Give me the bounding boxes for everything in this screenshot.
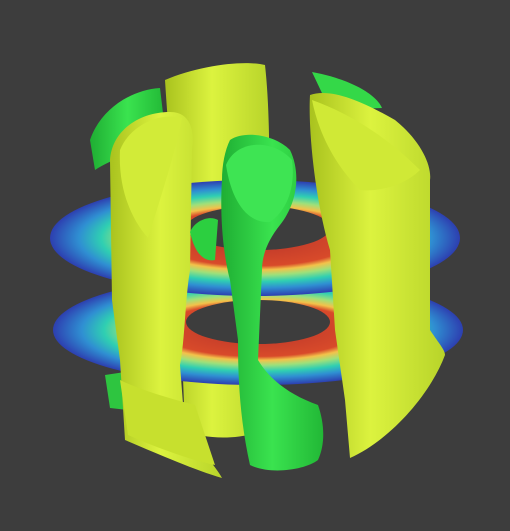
green-surface-center-cap <box>226 144 293 223</box>
green-surface-center-column <box>221 134 324 471</box>
green-surface-inner <box>190 218 218 261</box>
yellow-surface-right-column <box>309 92 445 459</box>
yellow-surface-bottom-front <box>120 380 215 465</box>
yellow-surface-left-cap <box>119 116 182 238</box>
yellow-surface-right-cap <box>312 100 420 191</box>
